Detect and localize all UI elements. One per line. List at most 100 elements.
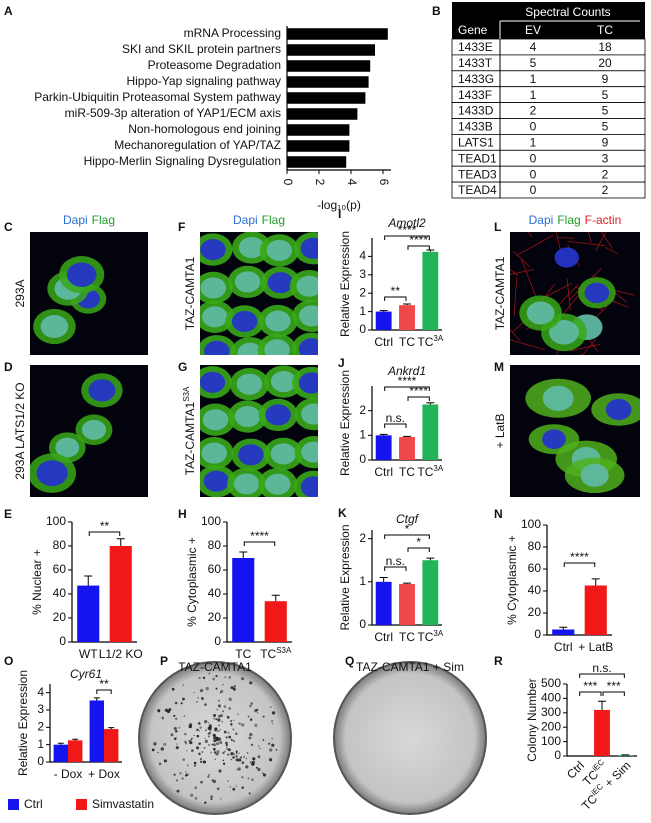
colony bbox=[227, 753, 230, 756]
y-tick-label: 20 bbox=[53, 610, 67, 624]
colony bbox=[199, 688, 204, 693]
y-tick-label: 60 bbox=[528, 561, 542, 575]
table-cell: 20 bbox=[598, 56, 612, 70]
image-title: TAZ-CAMTA1 bbox=[178, 660, 252, 674]
colony bbox=[249, 718, 253, 721]
panel-letter: J bbox=[338, 356, 345, 370]
significance-label: **** bbox=[409, 233, 428, 247]
colony bbox=[232, 787, 236, 791]
nucleus bbox=[238, 444, 264, 466]
table-cell: 1433G bbox=[458, 72, 494, 86]
category-label: Hippo-Merlin Signaling Dysregulation bbox=[84, 154, 281, 168]
table-cell: 2 bbox=[602, 183, 609, 197]
nucleus bbox=[36, 460, 68, 487]
colony bbox=[204, 703, 207, 707]
superscript: S3A bbox=[182, 386, 191, 402]
colony bbox=[235, 785, 237, 787]
x-tick-label: TC bbox=[399, 465, 415, 479]
panel-letter: F bbox=[178, 220, 185, 234]
error-bar bbox=[559, 626, 568, 630]
y-tick-label: 100 bbox=[201, 514, 221, 528]
colony bbox=[225, 744, 228, 747]
colony bbox=[213, 736, 217, 740]
panel-letter: N bbox=[494, 507, 503, 521]
colony bbox=[241, 677, 245, 681]
table-cell: 1 bbox=[530, 88, 537, 102]
colony bbox=[191, 749, 194, 752]
error-bar bbox=[379, 433, 388, 436]
colony bbox=[173, 726, 177, 731]
nucleus bbox=[200, 277, 227, 299]
colony bbox=[202, 676, 206, 680]
colony bbox=[207, 733, 210, 735]
image-label: TAZ-CAMTA1 bbox=[183, 256, 197, 330]
image-label: 293A LATS1/2 KO bbox=[13, 382, 27, 479]
colony bbox=[237, 713, 239, 715]
significance-label: n.s. bbox=[386, 554, 405, 568]
colony bbox=[256, 712, 259, 714]
nucleus bbox=[55, 437, 80, 458]
actin-fiber bbox=[510, 329, 521, 341]
colony bbox=[184, 732, 187, 736]
colony bbox=[249, 732, 253, 737]
colony bbox=[198, 730, 201, 732]
error-bar bbox=[403, 435, 411, 438]
nucleus bbox=[234, 271, 261, 293]
channel-name: Dapi bbox=[233, 213, 258, 227]
panel-letter: P bbox=[160, 654, 168, 668]
colony bbox=[181, 777, 184, 780]
table-cell: TEAD3 bbox=[458, 167, 497, 181]
significance-bracket bbox=[563, 562, 596, 567]
bar bbox=[232, 558, 255, 642]
table-cell: 9 bbox=[602, 72, 609, 86]
error-bar bbox=[57, 742, 64, 745]
significance-bracket bbox=[384, 534, 430, 539]
colony bbox=[271, 711, 276, 715]
bar bbox=[287, 60, 371, 72]
nucleus bbox=[66, 262, 97, 287]
colony bbox=[207, 735, 211, 738]
x-tick-label: Ctrl bbox=[374, 465, 393, 479]
nucleus bbox=[231, 310, 258, 332]
y-tick-label: 100 bbox=[46, 514, 66, 528]
colony bbox=[196, 734, 200, 738]
error-bar bbox=[403, 582, 411, 584]
column-header: TC bbox=[597, 23, 613, 37]
x-axis-label: -log₁₀(p) bbox=[317, 198, 361, 212]
table-cell: 5 bbox=[602, 88, 609, 102]
category-label: Mechanoregulation of YAP/TAZ bbox=[114, 138, 281, 152]
colony bbox=[225, 736, 228, 739]
actin-fiber bbox=[527, 232, 533, 237]
colony bbox=[218, 769, 222, 773]
colony bbox=[198, 752, 201, 755]
colony bbox=[238, 722, 241, 725]
y-tick-label: 100 bbox=[541, 734, 561, 748]
significance-label: * bbox=[416, 535, 421, 549]
colony bbox=[230, 686, 234, 690]
chart-title: Ankrd1 bbox=[387, 364, 426, 378]
colony bbox=[233, 719, 235, 722]
colony bbox=[191, 737, 193, 740]
colony bbox=[250, 702, 254, 705]
error-bar bbox=[379, 577, 388, 582]
colony bbox=[193, 691, 195, 694]
table-cell: 1433D bbox=[458, 104, 494, 118]
x-tick-label: L1/2 KO bbox=[99, 647, 143, 661]
colony bbox=[222, 762, 226, 765]
colony bbox=[204, 720, 208, 724]
column-header: EV bbox=[525, 23, 541, 37]
error-bar bbox=[239, 551, 248, 558]
y-tick-label: 1 bbox=[359, 574, 366, 588]
colony bbox=[214, 758, 216, 760]
bar bbox=[399, 437, 415, 460]
colony bbox=[223, 705, 227, 708]
nucleus bbox=[580, 463, 609, 487]
colony bbox=[237, 758, 242, 762]
colony bbox=[212, 734, 216, 738]
panel-letter: K bbox=[338, 506, 347, 520]
channel-name: Dapi bbox=[529, 213, 554, 227]
nucleus bbox=[264, 473, 291, 495]
colony bbox=[176, 789, 180, 793]
colony bbox=[175, 730, 178, 733]
colony bbox=[190, 793, 194, 797]
